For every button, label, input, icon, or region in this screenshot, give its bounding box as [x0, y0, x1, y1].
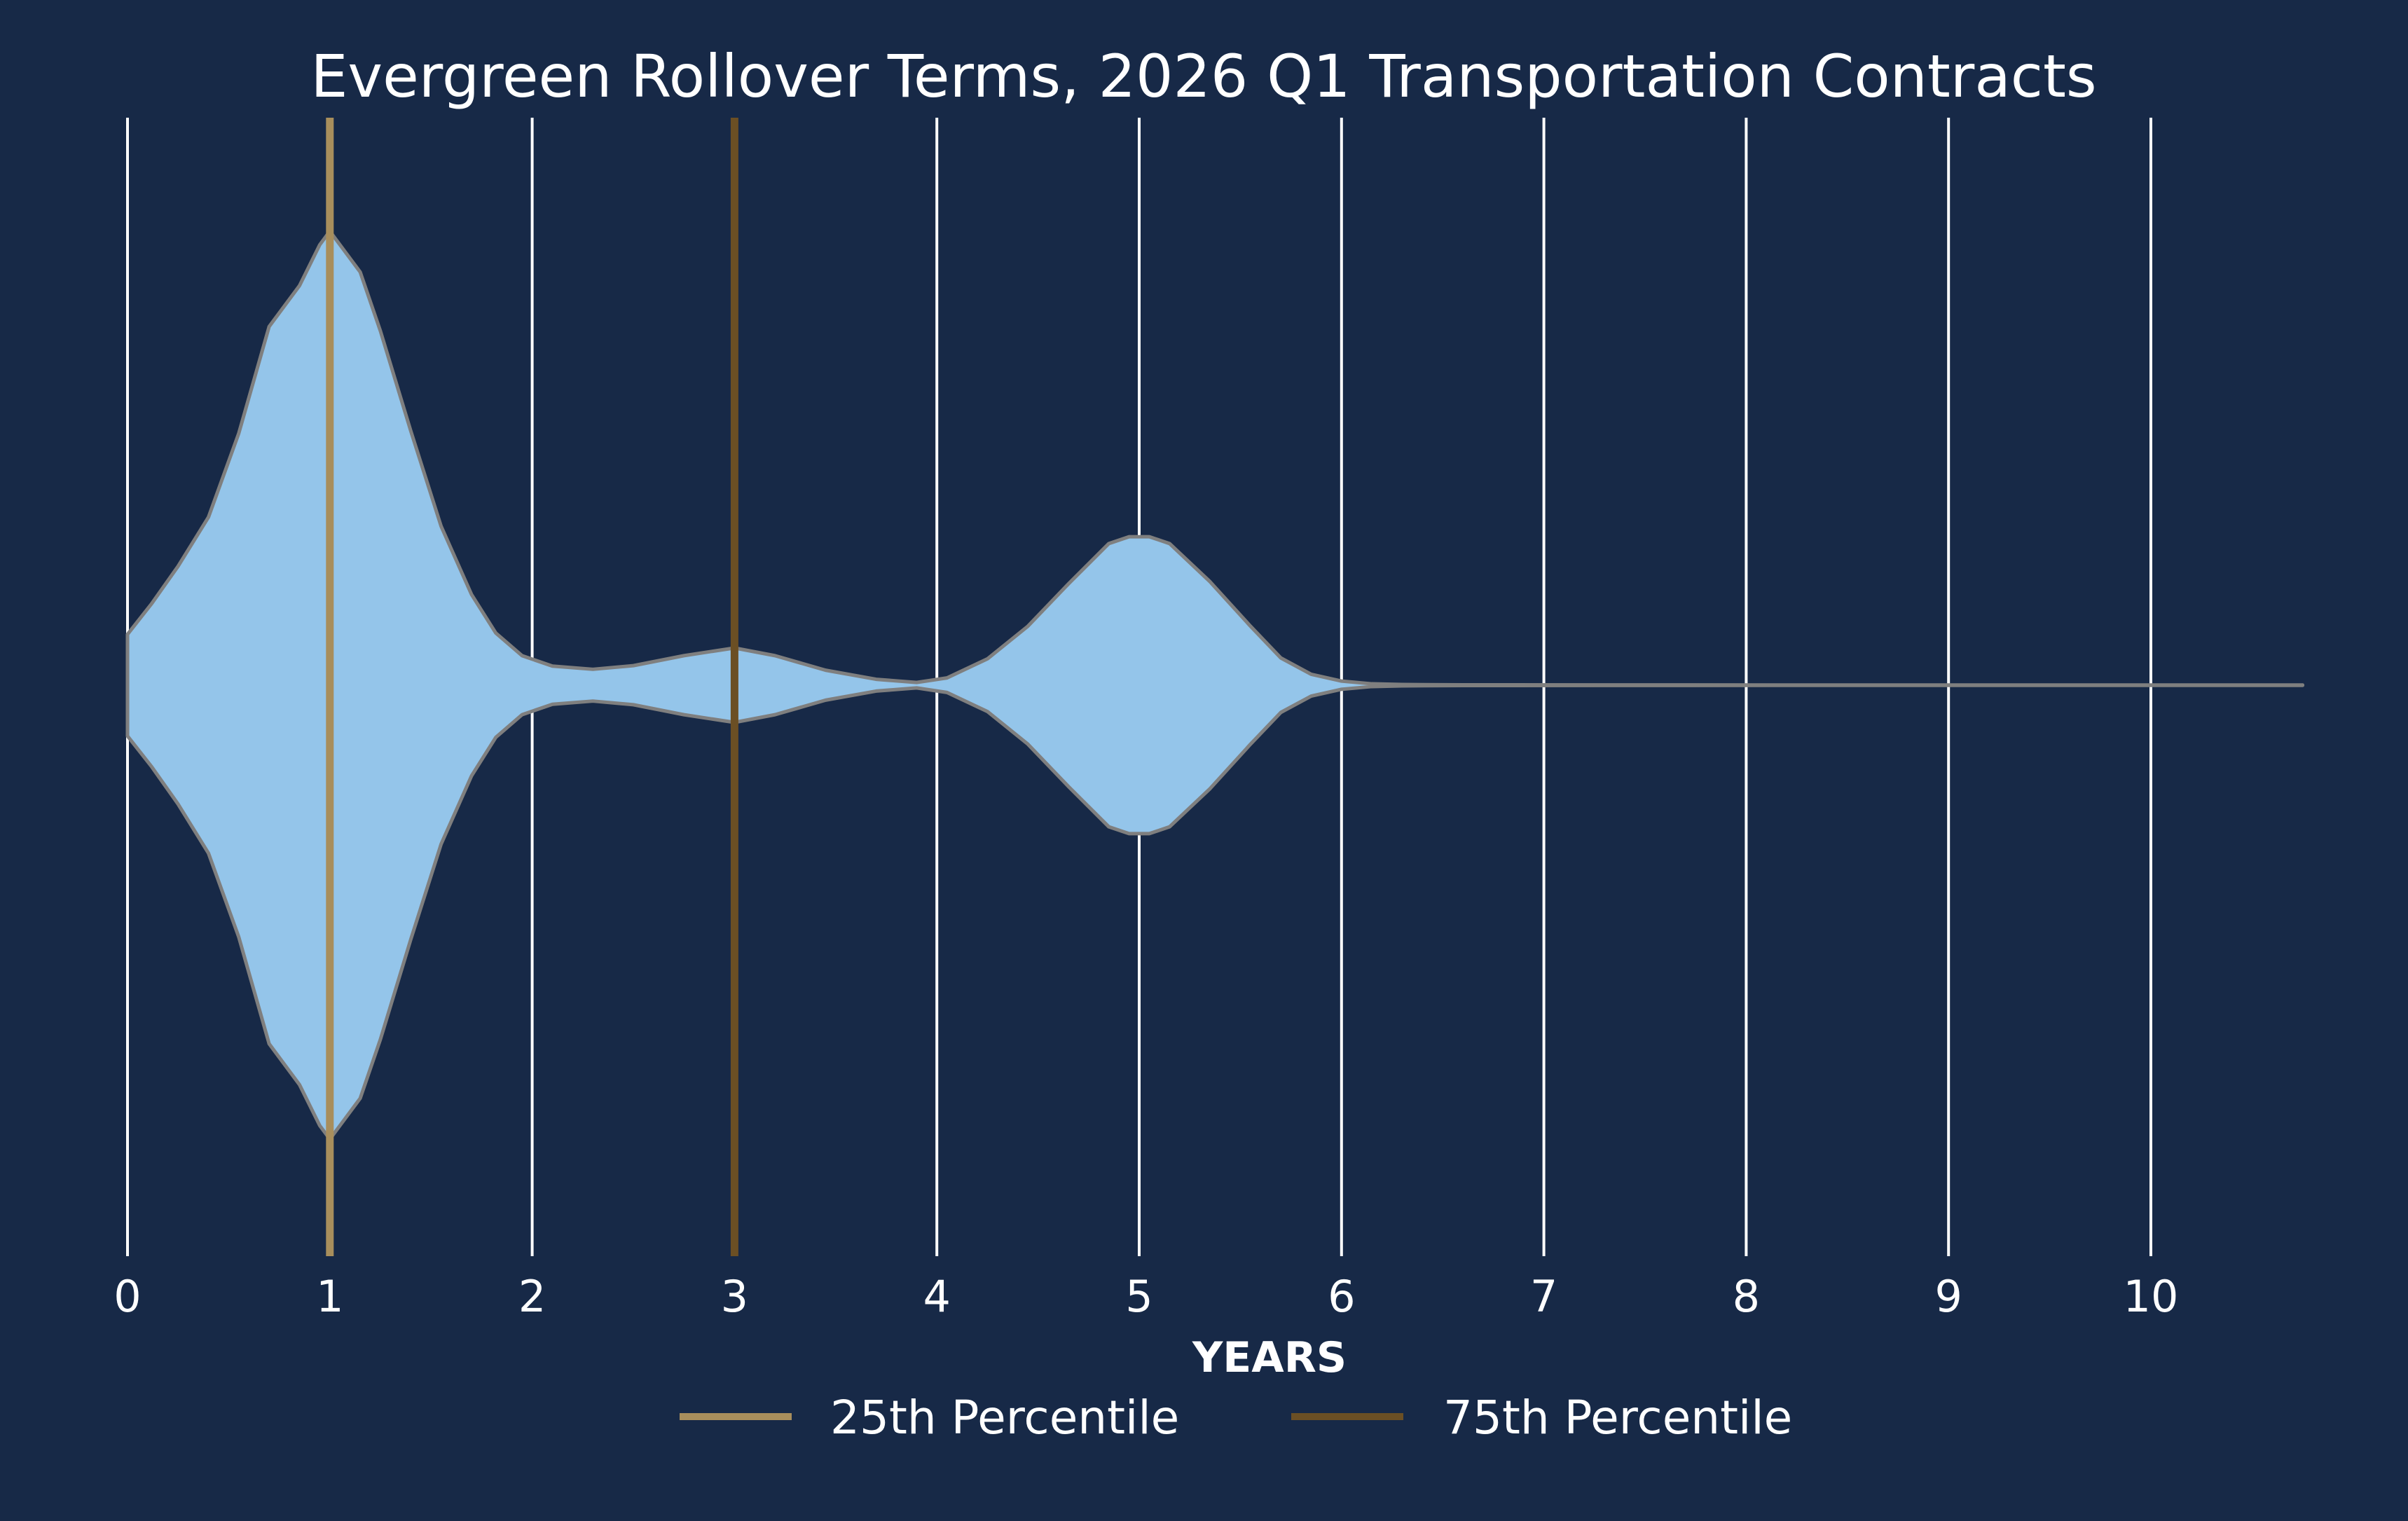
x-tick-label-4: 4 — [923, 1271, 950, 1322]
x-tick-label-0: 0 — [113, 1271, 141, 1322]
x-tick-label-9: 9 — [1934, 1271, 1962, 1322]
chart-title: Evergreen Rollover Terms, 2026 Q1 Transp… — [310, 42, 2096, 111]
legend: 25th Percentile 75th Percentile — [680, 1391, 1792, 1445]
x-tick-label-6: 6 — [1328, 1271, 1355, 1322]
x-tick-label-2: 2 — [518, 1271, 546, 1322]
x-tick-labels: 0 1 2 3 4 5 6 7 8 9 10 — [113, 1271, 2178, 1322]
violin-body — [125, 229, 2305, 1141]
x-tick-label-8: 8 — [1733, 1271, 1760, 1322]
x-tick-label-5: 5 — [1125, 1271, 1153, 1322]
x-axis-label: YEARS — [1192, 1333, 1347, 1382]
x-tick-label-7: 7 — [1530, 1271, 1557, 1322]
legend-label-75th-percentile: 75th Percentile — [1443, 1391, 1792, 1445]
x-tick-label-10: 10 — [2124, 1271, 2179, 1322]
percentile-lines — [326, 118, 738, 1256]
legend-label-25th-percentile: 25th Percentile — [830, 1391, 1179, 1445]
x-tick-label-3: 3 — [721, 1271, 748, 1322]
violin-layer — [125, 229, 2305, 1141]
x-tick-label-1: 1 — [316, 1271, 343, 1322]
